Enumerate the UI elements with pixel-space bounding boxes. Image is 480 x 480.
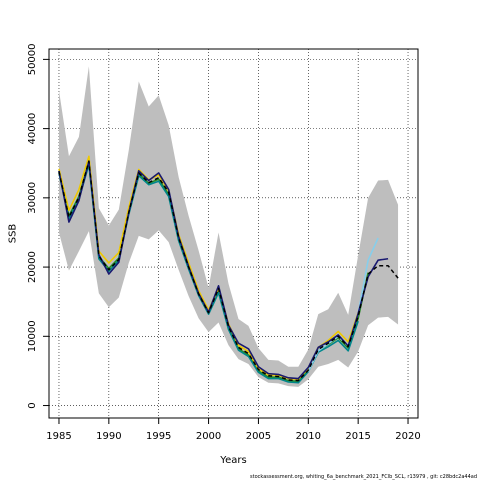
- series-line-5: [58, 160, 389, 380]
- x-axis: 1985 1990 1995 2000 2005 2010 2015 2020: [46, 418, 421, 442]
- x-tick-label: 1995: [146, 431, 171, 442]
- y-axis: 0 10000 20000 30000 40000 50000: [27, 43, 49, 409]
- y-tick-label: 50000: [27, 43, 38, 75]
- confidence-band: [58, 66, 399, 387]
- x-tick-label: 2005: [246, 431, 271, 442]
- x-axis-title: Years: [219, 455, 246, 466]
- series-layer: [58, 155, 399, 384]
- x-tick-label: 1985: [46, 431, 71, 442]
- y-tick-label: 30000: [27, 182, 38, 214]
- x-tick-label: 1990: [96, 431, 121, 442]
- x-tick-label: 2015: [345, 431, 370, 442]
- y-tick-label: 10000: [27, 320, 38, 352]
- footer-note: stockassessment.org, whiting_6a_benchmar…: [250, 474, 477, 480]
- y-axis-title: SSB: [8, 224, 19, 244]
- plot-frame: [48, 48, 419, 419]
- x-tick-label: 2010: [296, 431, 321, 442]
- x-tick-label: 2000: [196, 431, 221, 442]
- y-tick-label: 40000: [27, 113, 38, 145]
- y-tick-label: 0: [27, 402, 38, 408]
- x-tick-label: 2020: [395, 431, 420, 442]
- y-tick-label: 20000: [27, 251, 38, 283]
- confidence-band-layer: [58, 66, 399, 387]
